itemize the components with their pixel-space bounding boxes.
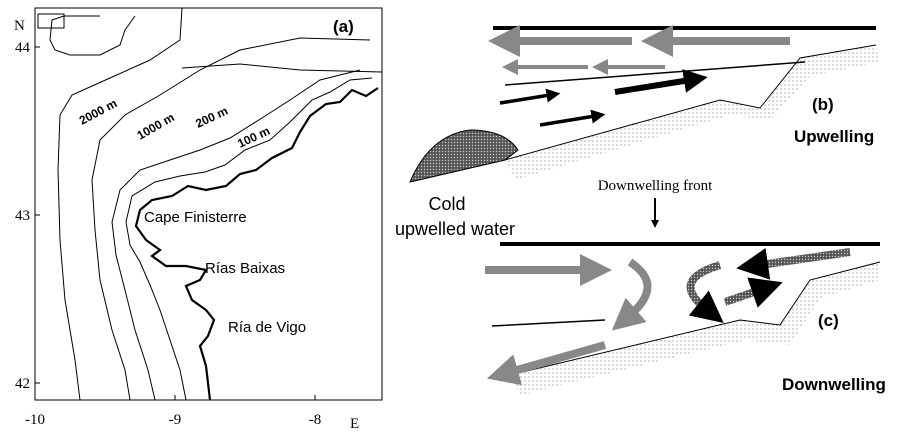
map-panel: N E 44 43 42 -10 -9 -8 (a) 2000 m 1000 m… [14, 8, 382, 432]
place-label: Rías Baixas [205, 260, 285, 277]
lon-tick: -10 [25, 412, 45, 428]
place-label: Cape Finisterre [144, 209, 247, 226]
isopycnal [492, 320, 605, 326]
east-label: E [350, 416, 359, 432]
panel-label: (a) [333, 17, 354, 36]
panel-label: (c) [818, 311, 839, 330]
lat-tick: 44 [15, 40, 31, 56]
front-label: Downwelling front [598, 178, 713, 194]
place-label: Ría de Vigo [228, 319, 306, 336]
contour-label: 1000 m [135, 110, 177, 142]
figure: N E 44 43 42 -10 -9 -8 (a) 2000 m 1000 m… [0, 0, 903, 434]
contour-label: 200 m [193, 104, 230, 131]
cold-label: upwelled water [395, 219, 515, 239]
lat-tick: 43 [15, 208, 30, 224]
contour-label: 2000 m [77, 96, 120, 127]
panel-title: Upwelling [794, 127, 874, 146]
contour-200 [112, 70, 360, 400]
cold-water [410, 130, 518, 182]
cold-label: Cold [428, 194, 465, 214]
lon-tick: -8 [309, 412, 322, 428]
north-label: N [14, 18, 25, 34]
downwelling-panel: (c) Downwelling [485, 244, 886, 395]
panel-title: Downwelling [782, 375, 886, 394]
upwelling-panel: (b) Upwelling Cold upwelled water [395, 28, 880, 239]
inset-map [38, 14, 135, 55]
map-frame [35, 8, 382, 400]
contour-2000 [58, 8, 382, 400]
lon-tick: -9 [169, 412, 182, 428]
panel-label: (b) [812, 95, 834, 114]
lat-tick: 42 [15, 376, 30, 392]
